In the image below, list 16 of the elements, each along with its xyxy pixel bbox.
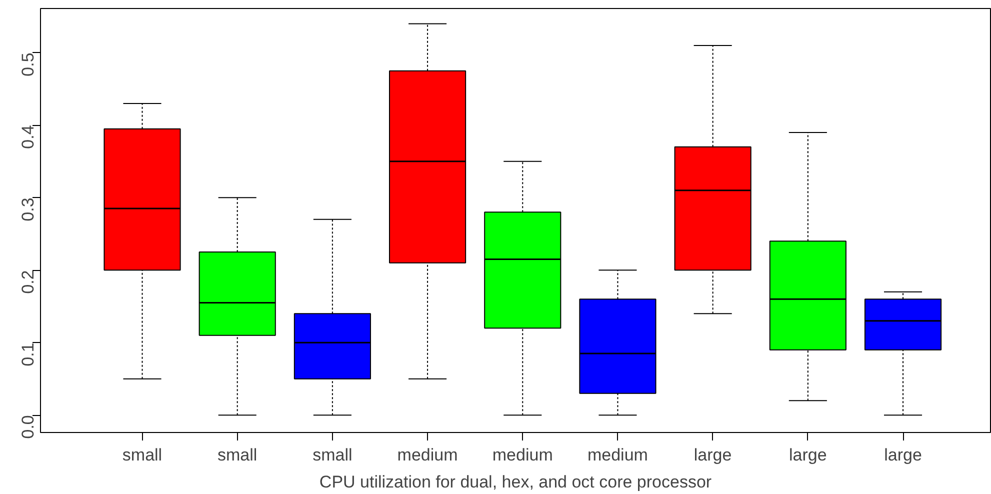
x-tick-label: medium <box>397 446 458 464</box>
y-tick-label: 0.0 <box>18 415 38 439</box>
y-tick-label: 0.2 <box>18 270 38 294</box>
x-tick-label: medium <box>587 446 648 464</box>
x-tick-label: small <box>312 446 352 464</box>
x-tick-label: medium <box>492 446 553 464</box>
y-tick-label: 0.1 <box>18 342 38 366</box>
x-tick-label: small <box>218 446 258 464</box>
x-tick-label: small <box>122 446 162 464</box>
x-tick-label: large <box>884 446 922 464</box>
x-tick-label: large <box>694 446 732 464</box>
x-tick-label: large <box>789 446 827 464</box>
y-tick-label: 0.3 <box>18 198 38 222</box>
x-axis-title: CPU utilization for dual, hex, and oct core processor <box>319 472 712 492</box>
y-tick-label: 0.4 <box>18 125 38 149</box>
y-tick-label: 0.5 <box>18 52 38 76</box>
